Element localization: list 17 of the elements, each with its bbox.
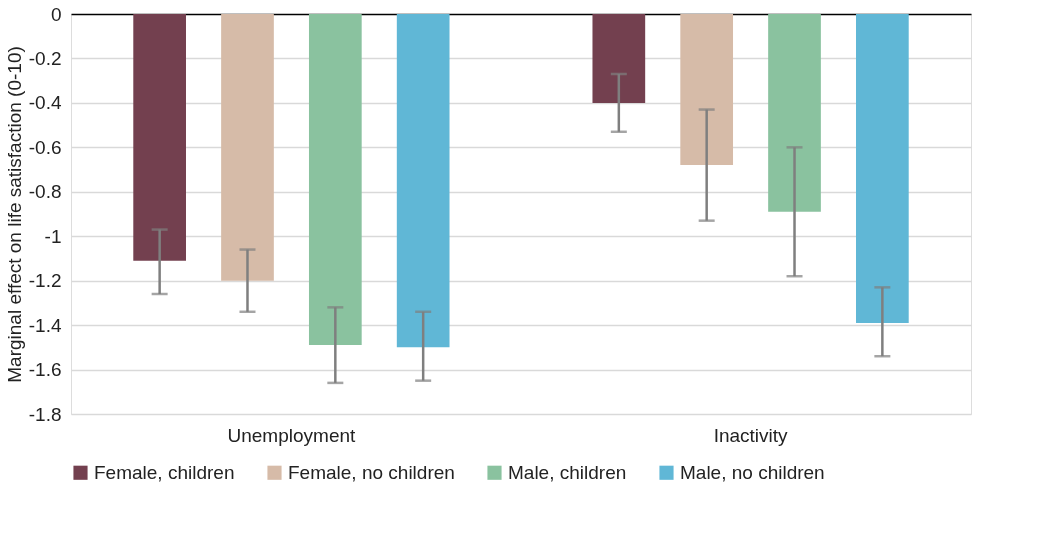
- y-tick-label: -0.8: [28, 181, 62, 203]
- y-tick-label: -0.6: [28, 136, 62, 158]
- y-axis-title: Marginal effect on life satisfaction (0-10): [3, 46, 25, 383]
- x-tick-label: Unemployment: [227, 424, 357, 446]
- y-tick-label: -0.2: [28, 47, 62, 69]
- x-tick-label: Inactivity: [713, 424, 789, 446]
- legend-label: Male, children: [508, 461, 627, 483]
- y-tick-label: -0.4: [28, 92, 62, 114]
- y-tick-label: -1: [44, 225, 62, 247]
- y-tick-label: 0: [50, 3, 62, 25]
- legend-label: Male, no children: [680, 461, 825, 483]
- y-tick-label: -1.4: [28, 314, 62, 336]
- y-tick-label: -1.6: [28, 359, 62, 381]
- y-tick-label: -1.8: [28, 403, 62, 425]
- legend-label: Female, children: [94, 461, 235, 483]
- y-tick-label: -1.2: [28, 270, 62, 292]
- legend-label: Female, no children: [288, 461, 455, 483]
